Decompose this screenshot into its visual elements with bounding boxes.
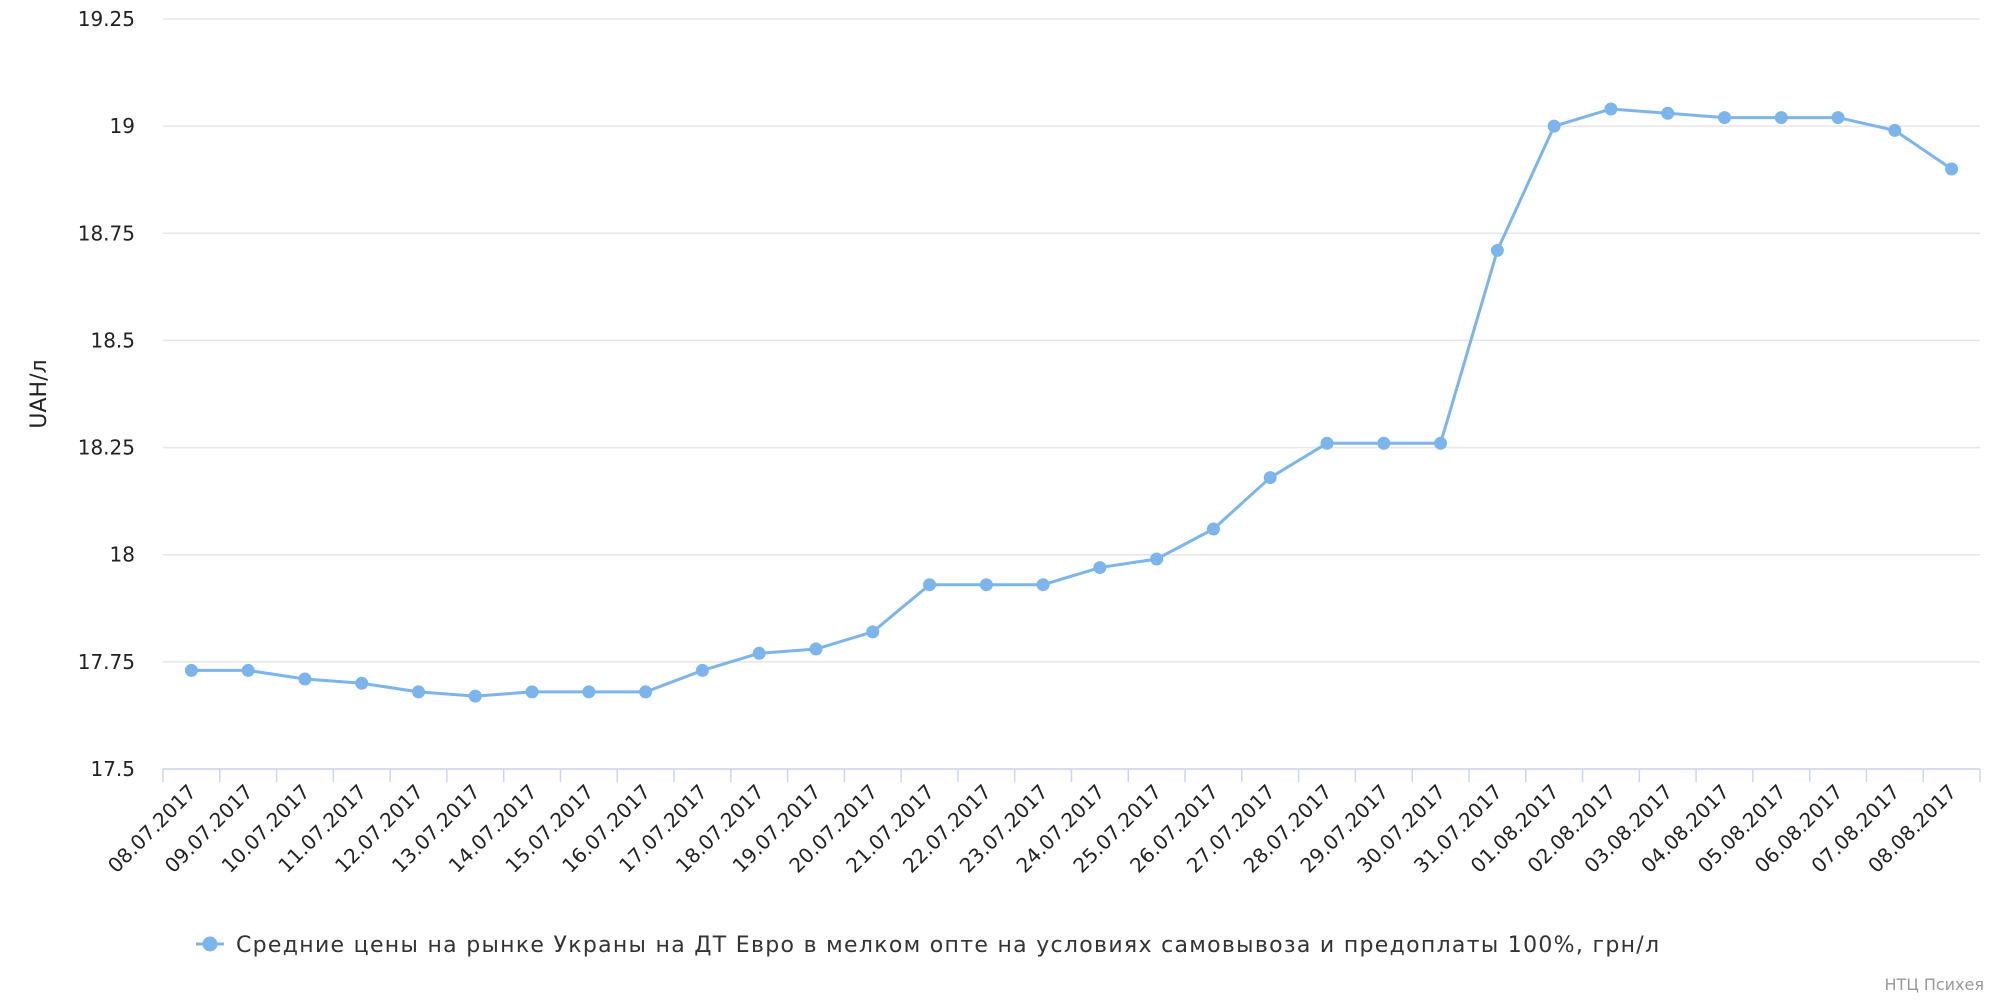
point xyxy=(752,646,766,660)
legend-symbol xyxy=(202,936,218,952)
point xyxy=(1547,119,1561,133)
y-tick-label: 17.5 xyxy=(90,757,135,781)
point xyxy=(809,642,823,656)
point xyxy=(1206,522,1220,536)
point xyxy=(1377,436,1391,450)
y-tick-label: 18.5 xyxy=(90,328,135,352)
point xyxy=(866,625,880,639)
point xyxy=(412,685,426,699)
point xyxy=(1661,106,1675,120)
point xyxy=(468,689,482,703)
y-tick-label: 17.75 xyxy=(78,650,135,674)
point xyxy=(639,685,653,699)
point xyxy=(184,663,198,677)
point xyxy=(1774,111,1788,125)
point xyxy=(1150,552,1164,566)
credits: НТЦ Психея xyxy=(1885,975,1984,994)
point xyxy=(1093,561,1107,575)
point xyxy=(979,578,993,592)
point xyxy=(1831,111,1845,125)
y-axis-title: UAH/л xyxy=(27,359,52,428)
point xyxy=(582,685,596,699)
y-tick-label: 19.25 xyxy=(78,7,135,31)
point xyxy=(923,578,937,592)
point xyxy=(355,676,369,690)
point xyxy=(1263,471,1277,485)
legend-label: Средние цены на рынке Украны на ДТ Евро … xyxy=(236,933,1660,958)
y-tick-label: 19 xyxy=(110,114,135,138)
point xyxy=(1434,436,1448,450)
y-tick-label: 18.25 xyxy=(78,436,135,460)
point xyxy=(1717,111,1731,125)
y-tick-label: 18.75 xyxy=(78,221,135,245)
point xyxy=(525,685,539,699)
point xyxy=(241,663,255,677)
point xyxy=(1490,243,1504,257)
y-tick-label: 18 xyxy=(110,543,135,567)
point xyxy=(298,672,312,686)
point xyxy=(1604,102,1618,116)
point xyxy=(1945,162,1959,176)
series-line xyxy=(191,107,1953,698)
point xyxy=(695,663,709,677)
point xyxy=(1888,123,1902,137)
point xyxy=(1320,436,1334,450)
point xyxy=(1036,578,1050,592)
